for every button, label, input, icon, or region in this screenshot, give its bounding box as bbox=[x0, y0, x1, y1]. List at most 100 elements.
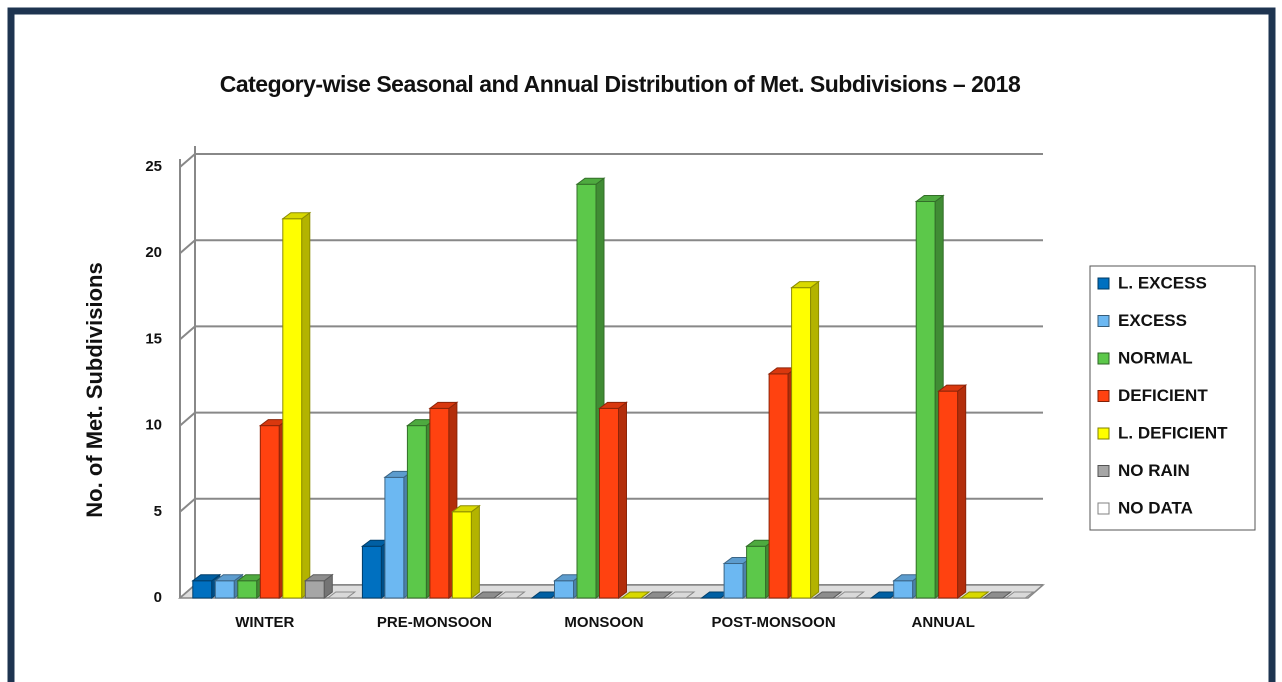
y-tick-label: 15 bbox=[145, 330, 162, 347]
bar-front bbox=[938, 390, 959, 599]
bar-top bbox=[428, 401, 459, 409]
y-axis-label: No. of Met. Subdivisions bbox=[82, 262, 107, 517]
bar-top bbox=[620, 591, 651, 599]
bar bbox=[450, 504, 481, 599]
bar-side bbox=[470, 504, 480, 599]
legend-label: EXCESS bbox=[1118, 311, 1187, 330]
bar bbox=[835, 591, 866, 599]
bar bbox=[982, 591, 1013, 599]
y-tick-label: 20 bbox=[145, 244, 162, 261]
y-tick-label: 10 bbox=[145, 417, 162, 434]
legend-label: L. DEFICIENT bbox=[1118, 423, 1228, 442]
legend-swatch bbox=[1097, 427, 1110, 440]
bar bbox=[473, 591, 504, 599]
legend-swatch bbox=[1097, 315, 1110, 327]
bar bbox=[643, 591, 673, 599]
x-tick-label: POST-MONSOON bbox=[712, 614, 836, 631]
legend-label: NORMAL bbox=[1118, 348, 1193, 367]
legend-label: DEFICIENT bbox=[1118, 386, 1208, 405]
bar bbox=[959, 591, 990, 599]
bar-top bbox=[937, 384, 968, 392]
bar-top bbox=[643, 591, 673, 599]
legend-label: NO DATA bbox=[1118, 498, 1193, 517]
chart-title: Category-wise Seasonal and Annual Distri… bbox=[220, 71, 1021, 97]
bar-top bbox=[835, 591, 866, 599]
legend-label: NO RAIN bbox=[1118, 461, 1190, 480]
bar bbox=[495, 591, 526, 599]
bar bbox=[620, 591, 651, 599]
legend-label: L. EXCESS bbox=[1118, 273, 1207, 292]
bar-top bbox=[665, 591, 696, 599]
bar-front bbox=[451, 511, 472, 599]
bar-front bbox=[723, 563, 744, 599]
bar-top bbox=[914, 194, 945, 202]
bar-front bbox=[361, 545, 382, 599]
x-tick-label: ANNUAL bbox=[912, 614, 975, 631]
bar bbox=[303, 573, 334, 599]
bar-front bbox=[893, 580, 914, 599]
bar-front bbox=[599, 407, 619, 599]
bar-front bbox=[915, 200, 936, 599]
bar bbox=[1004, 591, 1035, 599]
legend bbox=[1089, 265, 1256, 531]
bar-top bbox=[959, 591, 990, 599]
y-tick-label: 5 bbox=[154, 503, 162, 520]
bar-top bbox=[326, 591, 357, 599]
bar bbox=[598, 401, 628, 599]
bar-top bbox=[598, 401, 628, 409]
bar-top bbox=[812, 591, 843, 599]
bar-front bbox=[554, 580, 574, 599]
bar-top bbox=[495, 591, 526, 599]
legend-swatch bbox=[1097, 277, 1110, 290]
bar bbox=[722, 556, 753, 599]
bar bbox=[665, 591, 696, 599]
x-tick-label: PRE-MONSOON bbox=[377, 614, 492, 631]
bar bbox=[812, 591, 843, 599]
bar-top bbox=[982, 591, 1013, 599]
bar-front bbox=[237, 580, 258, 599]
legend-swatch bbox=[1097, 390, 1110, 402]
bar-top bbox=[281, 212, 312, 220]
bar-top bbox=[1004, 591, 1035, 599]
grid-line bbox=[179, 153, 1043, 168]
bar-top bbox=[213, 574, 244, 582]
bar-front bbox=[768, 373, 789, 599]
legend-swatch bbox=[1097, 502, 1110, 515]
grid-line bbox=[179, 411, 1043, 427]
y-tick-label: 25 bbox=[145, 158, 162, 175]
bar-side bbox=[957, 384, 967, 599]
bar-top bbox=[790, 281, 821, 289]
bar-top bbox=[575, 177, 606, 185]
frame bbox=[7, 7, 1276, 682]
bar-front bbox=[746, 545, 767, 599]
grid-line bbox=[179, 239, 1043, 254]
bar-front bbox=[304, 580, 325, 599]
bar-front bbox=[576, 183, 597, 599]
bar-front bbox=[384, 476, 405, 599]
bar-front bbox=[282, 218, 303, 599]
bar-front bbox=[406, 425, 427, 599]
bar-side bbox=[810, 280, 820, 599]
x-tick-label: MONSOON bbox=[564, 614, 643, 631]
bar bbox=[281, 211, 312, 599]
bar-front bbox=[259, 425, 280, 599]
bar-front bbox=[214, 580, 235, 599]
bar bbox=[937, 384, 968, 599]
bar bbox=[326, 591, 357, 599]
bar-front bbox=[429, 407, 450, 599]
bar-side bbox=[301, 211, 311, 599]
bar-top bbox=[191, 574, 222, 582]
bar-side bbox=[618, 401, 627, 599]
y-tick-label: 0 bbox=[154, 589, 162, 606]
bar-top bbox=[473, 591, 504, 599]
bar bbox=[790, 280, 821, 599]
grid-line bbox=[179, 497, 1043, 513]
bar-front bbox=[791, 287, 812, 599]
legend-swatch bbox=[1097, 352, 1110, 365]
bar-front bbox=[192, 580, 213, 599]
x-tick-label: WINTER bbox=[235, 614, 294, 631]
bar-top bbox=[303, 574, 334, 582]
grid-line bbox=[179, 325, 1043, 341]
